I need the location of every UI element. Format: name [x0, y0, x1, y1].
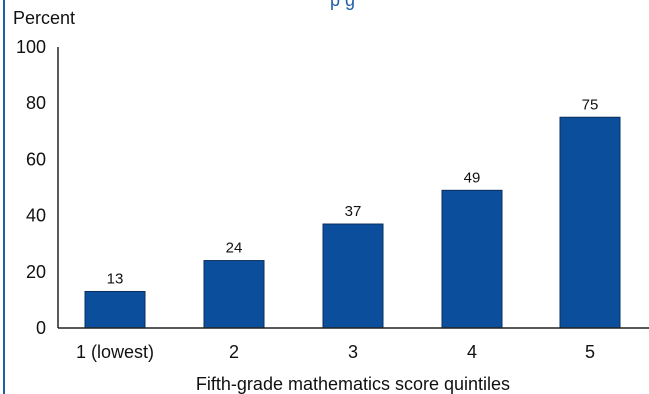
bar — [84, 290, 146, 329]
category-label: 1 (lowest) — [76, 342, 154, 362]
category-labels: 1 (lowest) 2 3 4 5 — [76, 342, 595, 362]
bar-value-label: 24 — [226, 240, 243, 257]
y-tick-label: 80 — [26, 93, 46, 113]
bar-value-label: 49 — [464, 169, 481, 186]
bar — [322, 223, 384, 329]
chart-title-fragment: p g — [330, 0, 355, 10]
bar-value-label: 13 — [107, 270, 124, 287]
category-label: 5 — [585, 342, 595, 362]
y-tick-label: 40 — [26, 206, 46, 226]
data-labels: 13 24 37 49 75 — [107, 96, 599, 287]
y-tick-label: 20 — [26, 262, 46, 282]
bar — [559, 116, 621, 329]
bar — [203, 260, 265, 329]
category-label: 3 — [348, 342, 358, 362]
y-tick-label: 60 — [26, 149, 46, 169]
y-tick-label: 0 — [36, 318, 46, 338]
bar — [441, 189, 503, 329]
y-tick-label: 100 — [16, 37, 46, 57]
bar-value-label: 37 — [345, 203, 362, 220]
category-label: 4 — [467, 342, 477, 362]
x-axis-title: Fifth-grade mathematics score quintiles — [196, 374, 510, 394]
category-label: 2 — [229, 342, 239, 362]
y-axis-title: Percent — [13, 8, 75, 28]
bars — [84, 116, 621, 329]
y-axis-ticks: 0 20 40 60 80 100 — [16, 37, 46, 338]
bar-value-label: 75 — [582, 96, 599, 113]
